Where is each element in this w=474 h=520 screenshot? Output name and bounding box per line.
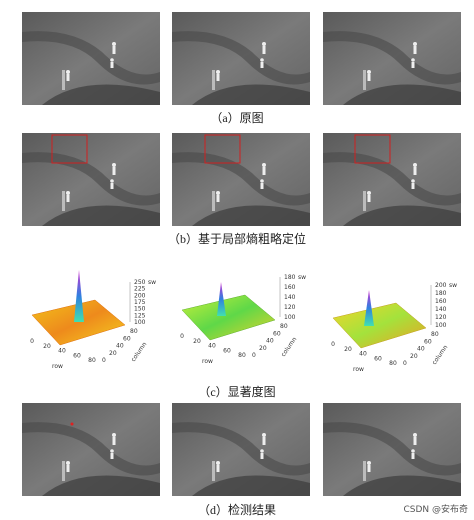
y-tick-label: 40 — [417, 346, 425, 353]
x-tick-label: 80 — [389, 360, 397, 367]
y-tick-label: 40 — [266, 338, 274, 345]
x-axis-label: row — [52, 363, 63, 370]
z-tick-label: 100 — [284, 314, 296, 321]
z-axis-label: sw — [449, 282, 457, 289]
x-tick-label: 80 — [88, 357, 96, 364]
plot — [332, 290, 427, 349]
z-tick-label: 150 — [134, 306, 146, 313]
x-tick-label: 20 — [344, 346, 352, 353]
roi-box — [51, 134, 88, 164]
x-tick-label: 80 — [238, 352, 246, 359]
roi-box — [354, 134, 391, 164]
y-tick-label: 60 — [123, 335, 131, 342]
y-axis-label: column — [280, 336, 299, 358]
row-d — [22, 403, 461, 496]
plot — [181, 282, 276, 341]
row-a — [22, 12, 461, 105]
z-tick-label: 160 — [284, 284, 296, 291]
x-tick-label: 60 — [223, 347, 231, 354]
x-tick-label: 0 — [30, 338, 34, 345]
y-tick-label: 20 — [259, 345, 267, 352]
z-axis-label: sw — [148, 279, 156, 286]
z-tick-label: 120 — [435, 314, 447, 321]
y-tick-label: 0 — [403, 360, 407, 367]
x-tick-label: 20 — [43, 343, 51, 350]
row-b — [22, 133, 461, 226]
z-tick-label: 140 — [284, 294, 296, 301]
y-tick-label: 80 — [130, 328, 138, 335]
x-tick-label: 40 — [58, 348, 66, 355]
watermark: CSDN @安布奇 — [403, 503, 468, 515]
z-axis-label: sw — [298, 274, 306, 281]
z-tick-label: 250 — [134, 279, 146, 286]
x-tick-label: 40 — [359, 351, 367, 358]
y-tick-label: 20 — [109, 350, 117, 357]
z-tick-label: 180 — [435, 290, 447, 297]
x-tick-label: 0 — [180, 333, 184, 340]
z-tick-label: 160 — [435, 298, 447, 305]
roi-box — [204, 134, 241, 164]
z-tick-label: 180 — [284, 274, 296, 281]
x-tick-label: 60 — [73, 352, 81, 359]
caption: （b）基于局部熵粗略定位 — [168, 231, 306, 246]
x-tick-label: 40 — [208, 343, 216, 350]
y-axis-label: column — [431, 344, 450, 366]
z-tick-label: 200 — [134, 292, 146, 299]
x-axis-label: row — [202, 358, 213, 365]
z-tick-label: 100 — [435, 322, 447, 329]
y-tick-label: 40 — [116, 343, 124, 350]
x-tick-label: 60 — [374, 355, 382, 362]
z-tick-label: 100 — [134, 319, 146, 326]
x-tick-label: 0 — [331, 341, 335, 348]
y-tick-label: 0 — [252, 352, 256, 359]
caption: （d）检测结果 — [198, 502, 276, 517]
y-tick-label: 20 — [410, 353, 418, 360]
x-axis-label: row — [353, 366, 364, 373]
caption: （c）显著度图 — [198, 384, 275, 399]
y-tick-label: 80 — [431, 331, 439, 338]
plot — [31, 270, 126, 346]
z-tick-label: 120 — [284, 304, 296, 311]
z-tick-label: 125 — [134, 312, 146, 319]
y-tick-label: 60 — [424, 338, 432, 345]
detection-mark — [70, 422, 74, 426]
x-tick-label: 20 — [193, 338, 201, 345]
z-tick-label: 175 — [134, 299, 146, 306]
z-tick-label: 225 — [134, 286, 146, 293]
z-tick-label: 200 — [435, 282, 447, 289]
y-tick-label: 60 — [273, 330, 281, 337]
y-axis-label: column — [130, 341, 149, 363]
z-tick-label: 140 — [435, 306, 447, 313]
row-c — [31, 270, 427, 349]
caption: （a）原图 — [210, 111, 263, 125]
y-tick-label: 0 — [102, 357, 106, 364]
y-tick-label: 80 — [280, 323, 288, 330]
